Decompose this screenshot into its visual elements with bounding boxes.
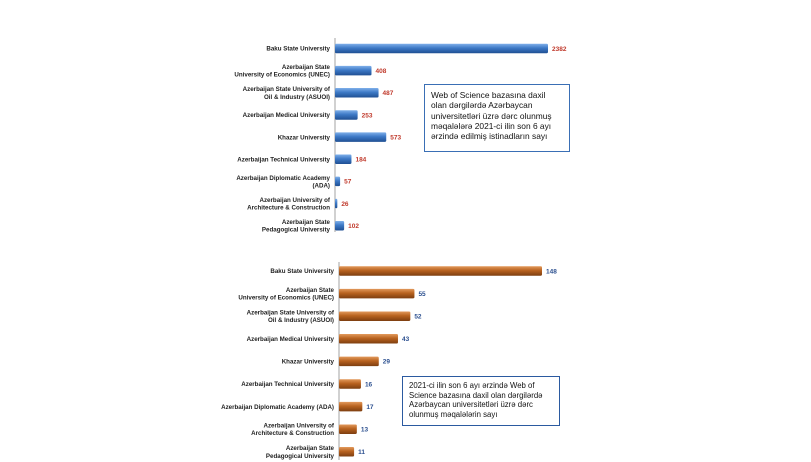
bar <box>335 65 372 76</box>
bar <box>339 401 363 412</box>
value-label: 16 <box>365 381 373 388</box>
bar <box>335 110 358 120</box>
category-label-line: University of Economics (UNEC) <box>234 72 330 79</box>
category-label-line: Pedagogical University <box>262 227 331 234</box>
value-label: 43 <box>402 336 410 343</box>
category-label: Azerbaijan Technical University <box>237 156 330 163</box>
category-label: Azerbaijan Diplomatic Academy (ADA) <box>221 404 334 411</box>
category-label-line: Azerbaijan University of <box>264 423 335 430</box>
category-label-line: Baku State University <box>270 268 334 275</box>
category-label: Baku State University <box>266 46 330 53</box>
bar <box>335 88 379 98</box>
citations-chart-annotation: Web of Science bazasına daxil olan dərgi… <box>424 84 570 152</box>
value-label: 253 <box>362 112 373 119</box>
category-label-line: Pedagogical University <box>266 453 335 460</box>
category-label: Azerbaijan Medical University <box>247 336 335 343</box>
value-label: 13 <box>361 427 369 434</box>
value-label: 57 <box>344 179 352 186</box>
bar <box>335 198 338 209</box>
bar <box>339 311 411 321</box>
value-label: 26 <box>341 201 349 208</box>
category-label: Azerbaijan Medical University <box>243 112 331 119</box>
value-label: 573 <box>390 134 401 141</box>
bar <box>335 43 548 54</box>
value-label: 11 <box>358 449 365 456</box>
category-label: Azerbaijan Technical University <box>241 381 334 388</box>
value-label: 408 <box>375 68 386 75</box>
value-label: 2382 <box>552 46 567 53</box>
category-label-line: Azerbaijan Medical University <box>247 336 335 343</box>
category-label: Azerbaijan State Pedagogical University <box>262 219 331 234</box>
category-label-line: Azerbaijan Diplomatic Academy <box>236 175 330 182</box>
category-label-line: Oil & Industry (ASUOI) <box>264 94 330 101</box>
wos-citations-chart: 2382 Baku State University 408 Azerbaijan S… <box>234 38 567 234</box>
bar <box>335 176 341 187</box>
category-label: Azerbaijan State University of Economics … <box>238 287 334 302</box>
category-label-line: Oil & Industry (ASUOI) <box>268 317 334 324</box>
value-label: 148 <box>546 268 557 275</box>
category-label-line: Azerbaijan State University of <box>247 310 335 317</box>
category-label-line: Azerbaijan Technical University <box>237 156 330 163</box>
category-label-line: Azerbaijan State <box>282 64 331 71</box>
category-label: Azerbaijan State University of Economics … <box>234 64 330 79</box>
category-label: Azerbaijan State University of Oil & Indu… <box>247 310 335 325</box>
category-label-line: Azerbaijan State <box>282 219 331 226</box>
category-label-line: University of Economics (UNEC) <box>238 295 334 302</box>
category-label: Khazar University <box>278 134 331 141</box>
category-label: Azerbaijan University of Architecture & C… <box>247 197 331 212</box>
category-label-line: (ADA) <box>312 182 330 189</box>
value-label: 29 <box>383 359 391 366</box>
category-label: Azerbaijan State University of Oil & Indu… <box>243 86 331 101</box>
value-label: 102 <box>348 223 359 230</box>
category-label-line: Architecture & Construction <box>251 430 334 437</box>
category-label: Khazar University <box>282 359 335 366</box>
category-label-line: Azerbaijan State <box>286 445 335 452</box>
category-label-line: Khazar University <box>278 134 331 141</box>
bar <box>339 356 379 367</box>
category-label-line: Architecture & Construction <box>247 205 330 212</box>
articles-chart-annotation: 2021-ci ilin son 6 ayı ərzində Web of Sc… <box>402 376 560 426</box>
value-label: 487 <box>383 90 394 97</box>
bar <box>335 154 352 164</box>
bar <box>339 379 361 389</box>
category-label: Azerbaijan University of Architecture & C… <box>251 423 335 438</box>
category-label-line: Azerbaijan Technical University <box>241 381 334 388</box>
value-label: 184 <box>355 157 366 164</box>
category-label-line: Baku State University <box>266 46 330 53</box>
category-label-line: Azerbaijan Medical University <box>243 112 331 119</box>
bar <box>339 334 398 344</box>
value-label: 55 <box>418 291 426 298</box>
bar <box>339 424 357 434</box>
bar <box>339 447 355 457</box>
bar <box>335 132 387 142</box>
category-label: Baku State University <box>270 268 334 275</box>
bar <box>335 220 345 231</box>
category-label-line: Azerbaijan State <box>286 287 335 294</box>
category-label-line: Azerbaijan Diplomatic Academy (ADA) <box>221 404 334 411</box>
category-label-line: Khazar University <box>282 359 335 366</box>
bar <box>339 266 542 276</box>
wos-articles-chart: 148 Baku State University 55 Azerbaijan Sta… <box>221 262 557 460</box>
category-label-line: Azerbaijan State University of <box>243 86 331 93</box>
bar <box>339 288 415 299</box>
value-label: 52 <box>414 314 422 321</box>
category-label: Azerbaijan Diplomatic Academy (ADA) <box>236 175 330 190</box>
category-label-line: Azerbaijan University of <box>260 197 331 204</box>
value-label: 17 <box>366 404 374 411</box>
category-label: Azerbaijan State Pedagogical University <box>266 445 335 460</box>
